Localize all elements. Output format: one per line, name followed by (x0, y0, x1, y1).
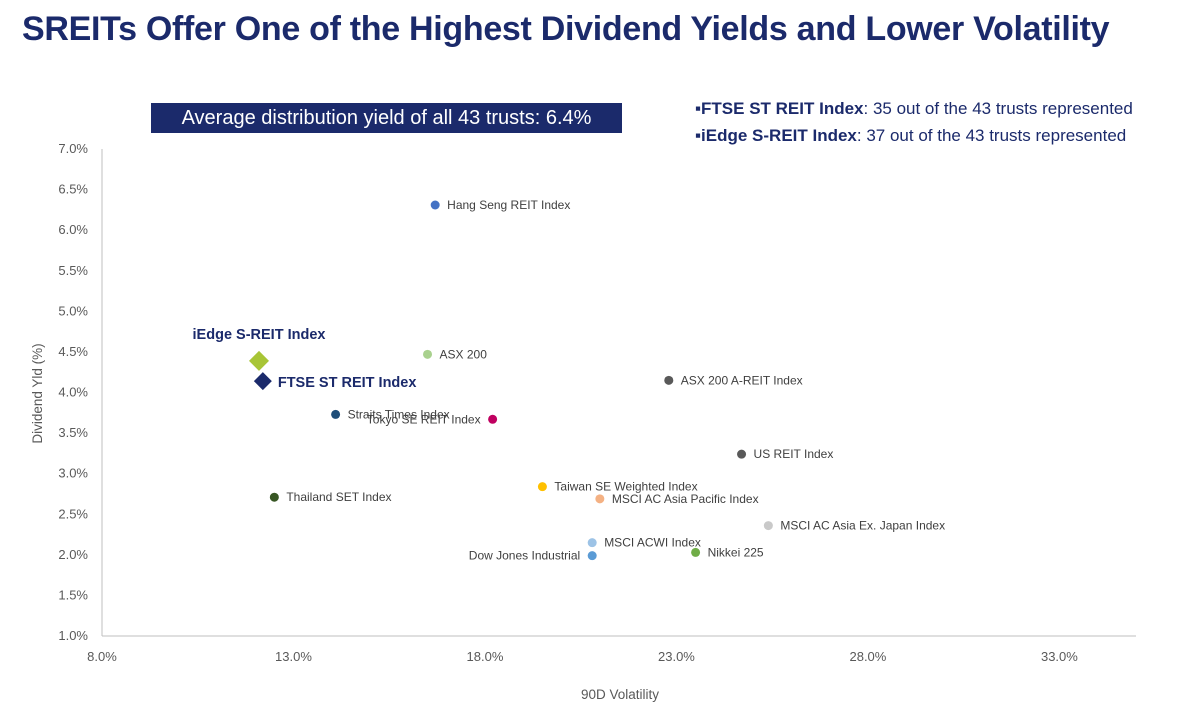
data-label: Tokyo SE REIT Index (367, 412, 481, 426)
highlight-marker (249, 350, 270, 371)
data-label: Nikkei 225 (708, 545, 764, 559)
x-tick-label: 33.0% (1041, 649, 1078, 664)
x-tick-label: 18.0% (467, 649, 504, 664)
data-label: Straits Times Index (348, 407, 450, 421)
note-ftse-text: : 35 out of the 43 trusts represented (863, 99, 1133, 118)
x-tick-label: 13.0% (275, 649, 312, 664)
data-point (737, 449, 747, 459)
data-label: MSCI AC Asia Pacific Index (612, 492, 759, 506)
y-tick-label: 1.0% (58, 628, 88, 643)
average-yield-banner: Average distribution yield of all 43 tru… (151, 103, 622, 133)
data-point (763, 521, 773, 531)
highlight-label: FTSE ST REIT Index (278, 375, 417, 391)
y-tick-label: 3.0% (58, 466, 88, 481)
y-tick-label: 4.0% (58, 385, 88, 400)
data-point (488, 414, 498, 424)
x-tick-label: 23.0% (658, 649, 695, 664)
y-tick-label: 1.5% (58, 587, 88, 602)
data-label: Taiwan SE Weighted Index (554, 480, 697, 494)
y-tick-label: 5.5% (58, 263, 88, 278)
x-tick-label: 28.0% (849, 649, 886, 664)
data-label: ASX 200 (440, 347, 488, 361)
note-iedge: ▪iEdge S-REIT Index: 37 out of the 43 tr… (695, 125, 1133, 152)
data-point (331, 409, 341, 419)
data-label: Hang Seng REIT Index (447, 198, 570, 212)
y-axis-title: Dividend Yld (%) (30, 343, 45, 443)
y-tick-label: 5.0% (58, 303, 88, 318)
data-point (664, 375, 674, 385)
data-label: US REIT Index (754, 447, 834, 461)
page-title: SREITs Offer One of the Highest Dividend… (22, 10, 1110, 48)
highlight-marker (253, 372, 272, 391)
data-point (537, 482, 547, 492)
data-point (269, 492, 279, 502)
note-bullet: ▪ (695, 99, 702, 118)
note-iedge-text: : 37 out of the 43 trusts represented (856, 126, 1127, 145)
note-iedge-name: iEdge S-REIT Index (701, 126, 857, 145)
data-label: MSCI ACWI Index (604, 536, 701, 550)
data-point (423, 349, 433, 359)
y-tick-label: 7.0% (58, 141, 88, 156)
x-tick-label: 8.0% (87, 649, 117, 664)
data-point (595, 494, 605, 504)
y-tick-label: 4.5% (58, 344, 88, 359)
note-bullet: ▪ (695, 126, 702, 145)
x-axis-title: 90D Volatility (581, 687, 659, 702)
data-point (430, 200, 440, 210)
y-tick-label: 3.5% (58, 425, 88, 440)
y-tick-label: 6.5% (58, 182, 88, 197)
data-label: MSCI AC Asia Ex. Japan Index (780, 519, 945, 533)
data-label: Dow Jones Industrial (469, 549, 580, 563)
index-notes: ▪FTSE ST REIT Index: 35 out of the 43 tr… (695, 98, 1133, 152)
y-tick-label: 6.0% (58, 222, 88, 237)
y-tick-label: 2.0% (58, 547, 88, 562)
data-point (587, 551, 597, 561)
data-point (587, 538, 597, 548)
y-tick-label: 2.5% (58, 506, 88, 521)
data-point (691, 547, 701, 557)
note-ftse-name: FTSE ST REIT Index (701, 99, 864, 118)
note-ftse: ▪FTSE ST REIT Index: 35 out of the 43 tr… (695, 98, 1133, 125)
data-label: ASX 200 A-REIT Index (681, 373, 803, 387)
highlight-label: iEdge S-REIT Index (193, 327, 326, 343)
data-label: Thailand SET Index (286, 490, 391, 504)
